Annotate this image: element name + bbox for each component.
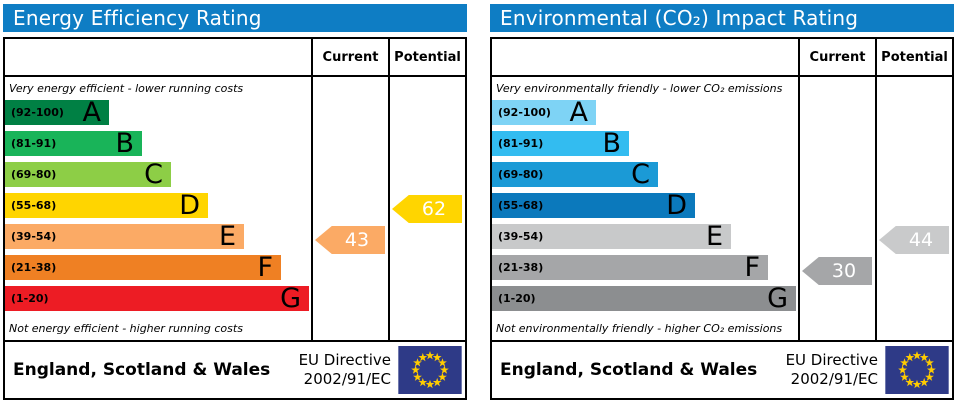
header-blank-cell: [5, 39, 311, 77]
eu-flag-icon: [398, 346, 462, 394]
rating-table: Current Potential Very energy efficient …: [5, 39, 465, 340]
band-letter: D: [666, 190, 687, 221]
top-caption: Very environmentally friendly - lower CO…: [496, 82, 783, 95]
rating-table: Current Potential Very environmentally f…: [492, 39, 952, 340]
band-range-label: (92-100): [498, 106, 551, 119]
current-column: 30: [798, 77, 875, 340]
potential-rating-marker: 62: [392, 195, 462, 223]
band-row-e: (39-54) E: [5, 221, 244, 252]
potential-rating-value: 62: [421, 198, 447, 220]
bottom-caption: Not energy efficient - higher running co…: [9, 322, 243, 335]
band-range-label: (92-100): [11, 106, 64, 119]
potential-column: 44: [875, 77, 952, 340]
band-letter: A: [82, 97, 101, 128]
band-range-label: (1-20): [498, 292, 536, 305]
band-letter: B: [602, 128, 621, 159]
band-letter: A: [569, 97, 588, 128]
region-label: England, Scotland & Wales: [13, 360, 271, 380]
energy-efficiency-panel: Energy Efficiency Rating Current Potenti…: [3, 4, 467, 400]
current-rating-marker: 30: [802, 257, 872, 285]
panel-footer: England, Scotland & Wales EU Directive 2…: [5, 340, 465, 398]
eu-directive-label: EU Directive 2002/91/EC: [786, 351, 878, 389]
band-letter: F: [257, 252, 273, 283]
band-letter: G: [767, 283, 788, 314]
band-letter: E: [705, 221, 723, 252]
band-range-label: (39-54): [498, 230, 544, 243]
band-letter: C: [631, 159, 650, 190]
band-letter: F: [744, 252, 760, 283]
potential-column: 62: [388, 77, 465, 340]
rating-bands-column: Very energy efficient - lower running co…: [5, 77, 311, 340]
band-row-f: (21-38) F: [492, 252, 768, 283]
eu-directive-label: EU Directive 2002/91/EC: [299, 351, 391, 389]
rating-bands-column: Very environmentally friendly - lower CO…: [492, 77, 798, 340]
band-row-b: (81-91) B: [492, 128, 629, 159]
eu-directive-line1: EU Directive: [785, 351, 878, 370]
current-rating-marker: 43: [315, 226, 385, 254]
band-row-e: (39-54) E: [492, 221, 731, 252]
band-row-d: (55-68) D: [5, 190, 208, 221]
potential-rating-value: 44: [908, 229, 934, 251]
top-caption: Very energy efficient - lower running co…: [9, 82, 244, 95]
band-range-label: (55-68): [498, 199, 544, 212]
region-label: England, Scotland & Wales: [500, 360, 758, 380]
band-letter: E: [218, 221, 236, 252]
band-row-a: (92-100) A: [5, 97, 109, 128]
band-letter: B: [115, 128, 134, 159]
energy-efficiency-box: Current Potential Very energy efficient …: [3, 37, 467, 400]
band-row-c: (69-80) C: [5, 159, 171, 190]
band-row-b: (81-91) B: [5, 128, 142, 159]
band-range-label: (69-80): [11, 168, 57, 181]
current-rating-value: 43: [344, 229, 370, 251]
header-blank-cell: [492, 39, 798, 77]
eu-directive-line1: EU Directive: [298, 351, 391, 370]
current-rating-value: 30: [831, 260, 857, 282]
potential-rating-marker: 44: [879, 226, 949, 254]
band-letter: G: [280, 283, 301, 314]
band-range-label: (55-68): [11, 199, 57, 212]
potential-column-header: Potential: [388, 39, 465, 77]
panel-footer: England, Scotland & Wales EU Directive 2…: [492, 340, 952, 398]
band-range-label: (69-80): [498, 168, 544, 181]
energy-efficiency-title: Energy Efficiency Rating: [3, 4, 467, 32]
band-range-label: (39-54): [11, 230, 57, 243]
band-row-g: (1-20) G: [492, 283, 796, 314]
band-row-d: (55-68) D: [492, 190, 695, 221]
potential-column-header: Potential: [875, 39, 952, 77]
eu-directive-line2: 2002/91/EC: [303, 370, 391, 388]
band-range-label: (21-38): [498, 261, 544, 274]
band-letter: C: [144, 159, 163, 190]
environmental-impact-title: Environmental (CO₂) Impact Rating: [490, 4, 954, 32]
environmental-impact-box: Current Potential Very environmentally f…: [490, 37, 954, 400]
band-row-a: (92-100) A: [492, 97, 596, 128]
band-range-label: (81-91): [498, 137, 544, 150]
current-column: 43: [311, 77, 388, 340]
band-row-c: (69-80) C: [492, 159, 658, 190]
band-row-g: (1-20) G: [5, 283, 309, 314]
band-range-label: (81-91): [11, 137, 57, 150]
band-range-label: (21-38): [11, 261, 57, 274]
current-column-header: Current: [311, 39, 388, 77]
band-row-f: (21-38) F: [5, 252, 281, 283]
environmental-impact-panel: Environmental (CO₂) Impact Rating Curren…: [490, 4, 954, 400]
band-range-label: (1-20): [11, 292, 49, 305]
bottom-caption: Not environmentally friendly - higher CO…: [496, 322, 783, 335]
eu-directive-line2: 2002/91/EC: [790, 370, 878, 388]
current-column-header: Current: [798, 39, 875, 77]
band-letter: D: [179, 190, 200, 221]
eu-flag-icon: [885, 346, 949, 394]
